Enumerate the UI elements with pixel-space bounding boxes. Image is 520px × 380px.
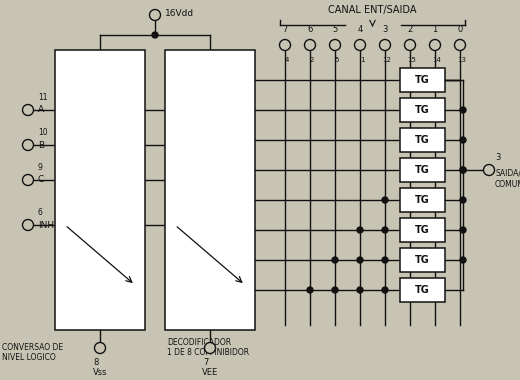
Circle shape [355,40,366,51]
Circle shape [22,139,33,150]
Text: 15: 15 [408,57,417,63]
Circle shape [382,257,388,263]
Circle shape [150,10,161,21]
Text: NIVEL LOGICO: NIVEL LOGICO [2,353,56,362]
Text: 1: 1 [432,25,438,34]
Text: 3: 3 [495,153,500,162]
Circle shape [307,287,313,293]
Text: TG: TG [415,225,430,235]
Text: 14: 14 [433,57,441,63]
Text: 5: 5 [335,57,339,63]
Circle shape [460,227,466,233]
Bar [400,278,445,302]
Bar [400,128,445,152]
Circle shape [382,197,388,203]
Bar [400,188,445,212]
Circle shape [332,287,338,293]
Circle shape [382,227,388,233]
Text: Vss: Vss [93,368,107,377]
Text: 1: 1 [360,57,364,63]
Text: TG: TG [415,195,430,205]
Circle shape [357,287,363,293]
Text: 4: 4 [285,57,289,63]
Text: TG: TG [415,165,430,175]
Circle shape [460,137,466,143]
Text: INH: INH [38,220,54,230]
Circle shape [460,197,466,203]
Text: 3: 3 [382,25,388,34]
Text: B: B [38,141,44,149]
Text: 6: 6 [307,25,313,34]
Circle shape [380,40,391,51]
Text: 16Vdd: 16Vdd [165,8,194,17]
Text: 12: 12 [383,57,392,63]
Text: CONVERSAO DE: CONVERSAO DE [2,343,63,352]
Circle shape [357,257,363,263]
Circle shape [460,107,466,113]
Text: VEE: VEE [202,368,218,377]
Text: 9: 9 [38,163,43,172]
Text: TG: TG [415,105,430,115]
Text: 5: 5 [332,25,337,34]
Text: TG: TG [415,285,430,295]
Circle shape [330,40,341,51]
Text: 0: 0 [458,25,463,34]
Text: A: A [38,106,44,114]
Circle shape [460,257,466,263]
Text: 13: 13 [458,57,466,63]
Circle shape [382,287,388,293]
Text: CANAL ENT/SAIDA: CANAL ENT/SAIDA [328,5,417,15]
Circle shape [152,32,158,38]
Text: 10: 10 [38,128,48,137]
Text: TG: TG [415,255,430,265]
Text: COMUM: COMUM [495,180,520,189]
Bar [400,248,445,272]
Bar [55,50,145,330]
Text: 1 DE 8 COM INIBIDOR: 1 DE 8 COM INIBIDOR [167,348,249,357]
Text: 11: 11 [38,93,47,102]
Circle shape [460,167,466,173]
Circle shape [22,105,33,116]
Circle shape [204,342,215,353]
Circle shape [22,174,33,185]
Bar [400,98,445,122]
Text: DECODIFICADOR: DECODIFICADOR [167,338,231,347]
Text: SAIDA/ENT: SAIDA/ENT [495,168,520,177]
Text: 2: 2 [310,57,314,63]
Text: 7: 7 [282,25,288,34]
Circle shape [22,220,33,231]
Circle shape [460,167,466,173]
Circle shape [357,227,363,233]
Circle shape [305,40,316,51]
Bar [400,68,445,92]
Text: 6: 6 [38,208,43,217]
Circle shape [405,40,415,51]
Circle shape [95,342,106,353]
Text: 8: 8 [93,358,99,367]
Text: 4: 4 [357,25,362,34]
Circle shape [280,40,291,51]
Circle shape [430,40,440,51]
Text: TG: TG [415,75,430,85]
Bar [400,158,445,182]
Circle shape [454,40,465,51]
Bar [165,50,255,330]
Bar [400,218,445,242]
Text: 2: 2 [407,25,413,34]
Text: C: C [38,176,44,185]
Text: TG: TG [415,135,430,145]
Circle shape [484,165,495,176]
Text: 7: 7 [203,358,209,367]
Circle shape [332,257,338,263]
